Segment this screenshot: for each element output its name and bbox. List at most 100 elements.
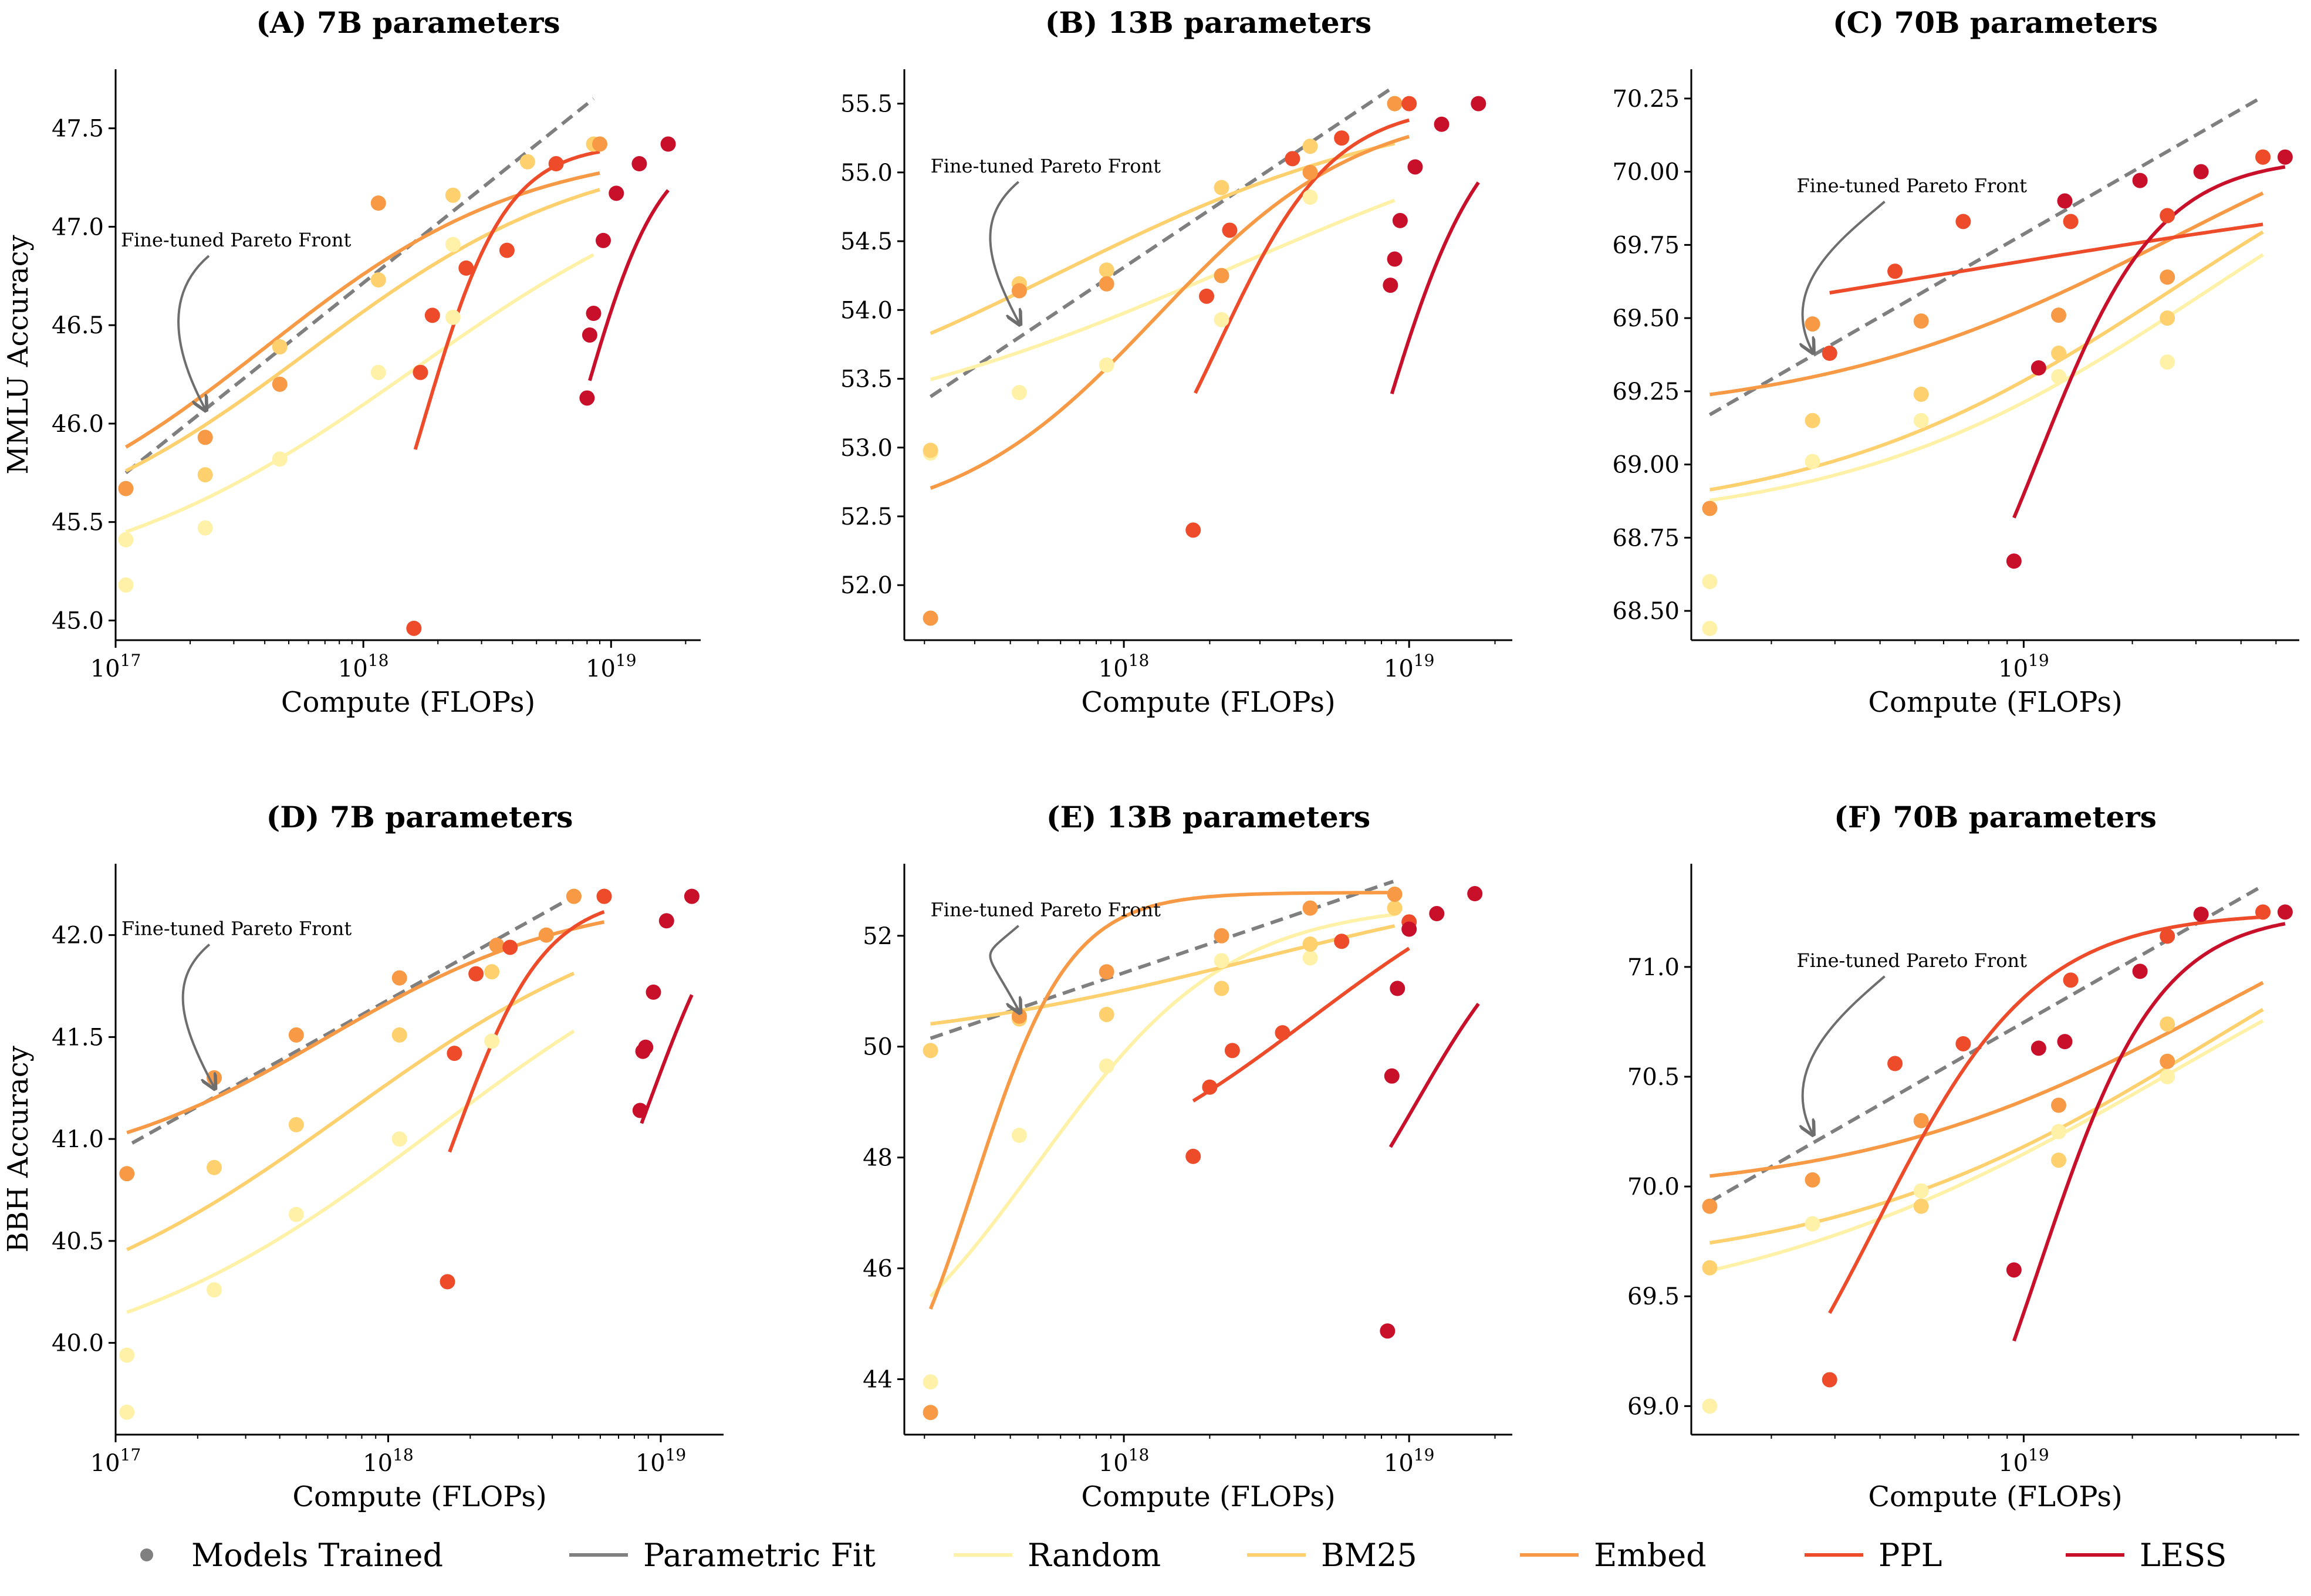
data-point-random [1302, 950, 1318, 966]
data-point-bm25 [2051, 346, 2067, 361]
x-tick-label: 1019 [1998, 1445, 2049, 1477]
data-point-random [207, 1282, 222, 1298]
data-point-bm25 [445, 187, 461, 203]
legend-label: BM25 [1321, 1536, 1417, 1574]
fit-curve-less [640, 994, 694, 1124]
data-point-less [586, 306, 602, 322]
x-axis-label: Compute (FLOPs) [1081, 1480, 1335, 1513]
data-point-ppl [2160, 928, 2175, 944]
chart-panel-2: (B) 13B parameters 52.0 52.5 53.0 53.5 54.0 54… [840, 5, 1512, 719]
y-tick-label: 69.5 [1627, 1283, 1680, 1310]
annotation-text: Fine-tuned Pareto Front [931, 155, 1161, 177]
data-point-random [445, 309, 461, 325]
annotation-arrow [989, 925, 1019, 1012]
data-point-embed [2160, 1053, 2175, 1069]
data-point-ppl [502, 939, 518, 955]
data-point-embed [288, 1027, 304, 1043]
data-point-random [119, 1404, 135, 1420]
legend-label: Models Trained [191, 1536, 444, 1574]
legend-line-icon [1247, 1553, 1306, 1557]
data-point-bm25 [1805, 412, 1820, 428]
x-tick-label: 1019 [1998, 651, 2049, 682]
pareto-front-line [929, 85, 1394, 398]
x-axis-label: Compute (FLOPs) [1081, 686, 1335, 719]
data-point-random [118, 577, 134, 593]
data-point-bm25 [1214, 180, 1229, 195]
data-point-ppl [2255, 904, 2271, 920]
data-point-ppl [458, 260, 474, 276]
data-point-random [2160, 1069, 2175, 1085]
data-point-bm25 [1099, 1006, 1114, 1022]
y-tick-label: 55.0 [840, 160, 893, 187]
data-point-less [2057, 193, 2073, 209]
data-point-ppl [2160, 208, 2175, 224]
fit-curve-bm25 [1709, 230, 2264, 492]
x-tick-label: 1018 [1099, 1445, 1150, 1477]
data-point-ppl [1185, 1148, 1201, 1164]
data-point-random [2051, 368, 2067, 384]
fit-curve-embed [1709, 981, 2264, 1178]
x-tick-label: 1018 [363, 1445, 414, 1477]
legend-item-parametric-fit: Parametric Fit [569, 1526, 876, 1584]
x-tick-label: 1019 [1384, 651, 1435, 682]
data-point-embed [370, 195, 386, 211]
x-axis-label: Compute (FLOPs) [281, 686, 535, 719]
data-point-less [638, 1039, 654, 1055]
annotation-arrow [989, 181, 1019, 323]
fit-curve-embed [126, 920, 605, 1135]
data-point-bm25 [197, 467, 213, 483]
annotation-arrow [1803, 975, 1886, 1134]
y-tick-label: 69.00 [1612, 452, 1680, 479]
data-point-ppl [596, 888, 612, 904]
data-point-ppl [2063, 972, 2079, 988]
data-point-bm25 [288, 1117, 304, 1132]
data-point-random [1214, 953, 1229, 969]
y-tick-label: 53.0 [840, 435, 893, 462]
y-axis-label: BBH Accuracy [2, 1046, 35, 1253]
fit-curve-embed [928, 891, 1395, 1310]
fit-curve-less [2012, 922, 2286, 1342]
y-tick-label: 71.0 [1627, 954, 1680, 981]
data-point-less [595, 232, 611, 248]
data-point-ppl [1401, 96, 1417, 111]
y-tick-label: 69.75 [1612, 232, 1680, 259]
legend-item-embed: Embed [1520, 1526, 1707, 1584]
data-point-less [1429, 906, 1445, 922]
y-tick-label: 46.5 [52, 312, 104, 339]
y-tick-label: 53.5 [840, 366, 893, 393]
data-point-random [1702, 574, 1718, 590]
data-point-ppl [447, 1046, 462, 1061]
y-tick-label: 41.5 [52, 1024, 104, 1051]
data-point-less [658, 913, 674, 929]
data-point-random [119, 1347, 135, 1363]
data-point-embed [566, 888, 582, 904]
y-tick-label: 45.5 [52, 509, 104, 536]
data-point-ppl [406, 620, 422, 636]
figure: (A) 7B parameters 45.0 45.5 46.0 46.5 47.0 47.… [2, 5, 2299, 1513]
fit-curve-ppl [413, 150, 600, 450]
y-tick-label: 70.25 [1612, 86, 1680, 113]
data-point-random [1011, 384, 1027, 400]
annotation-arrow [181, 944, 214, 1088]
legend-line-icon [2066, 1553, 2124, 1557]
data-point-embed [1302, 164, 1318, 180]
data-point-embed [1805, 316, 1820, 332]
data-point-less [2057, 1034, 2073, 1050]
legend-label: Parametric Fit [643, 1536, 876, 1574]
data-point-random [1913, 1183, 1929, 1199]
chart-panel-3: (C) 70B parameters 68.50 68.75 69.00 69.25 69… [1612, 5, 2299, 719]
data-point-random [391, 1131, 407, 1147]
data-point-ppl [424, 307, 440, 323]
data-point-embed [538, 927, 554, 943]
data-point-embed [1805, 1172, 1820, 1188]
y-tick-label: 48 [863, 1145, 893, 1172]
data-point-embed [923, 610, 938, 626]
data-point-random [1214, 312, 1229, 327]
fit-curve-bm25 [1709, 1007, 2264, 1245]
data-point-less [582, 327, 597, 343]
data-point-embed [119, 1166, 135, 1182]
data-point-less [2006, 553, 2022, 569]
y-tick-label: 68.75 [1612, 525, 1680, 552]
x-tick-label: 1018 [1099, 651, 1150, 682]
chart-title: (A) 7B parameters [256, 5, 560, 40]
